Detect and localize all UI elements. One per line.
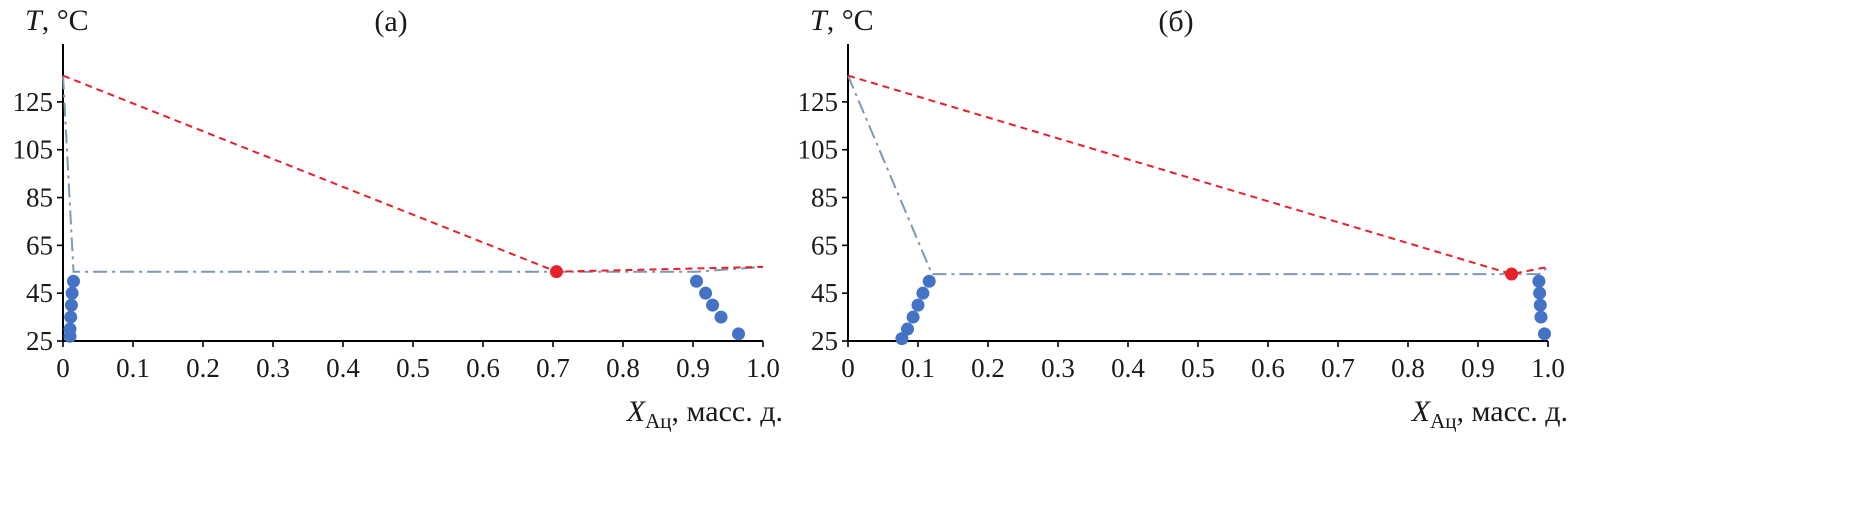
panel-a-x-tick-label: 0.4 bbox=[326, 353, 360, 383]
panel-a-data-point-left bbox=[64, 298, 78, 312]
panel-a-x-axis-subscript: Ац bbox=[645, 409, 671, 433]
panel-b-data-point-right bbox=[1532, 274, 1546, 288]
panel-a-y-axis-unit: , °C bbox=[42, 4, 89, 37]
panel-b: 25 45 65 85 105 125 0 0.1 0.2 0.3 0.4 0.5 0.6 0.7 0.8 0… bbox=[798, 4, 1569, 433]
panel-b-y-axis-title: T, °C bbox=[810, 4, 874, 37]
panel-a-panel-label: (а) bbox=[374, 5, 407, 38]
panel-a-x-tick-label: 0.5 bbox=[396, 353, 430, 383]
panel-a-data-point-left bbox=[67, 274, 80, 288]
panel-a-x-tick-label: 0.9 bbox=[676, 353, 710, 383]
panel-b-x-axis-title: XАц, масс. д. bbox=[1411, 395, 1568, 433]
panel-b-data-point-left bbox=[895, 332, 909, 346]
panel-a-y-tick-label: 45 bbox=[26, 278, 53, 308]
panel-b-data-point-left bbox=[901, 322, 914, 336]
panel-b-panel-label: (б) bbox=[1158, 5, 1193, 38]
panel-a-data-point-left bbox=[63, 322, 77, 336]
panel-b-data-point-left bbox=[911, 298, 925, 312]
panel-b-x-tick-label: 1.0 bbox=[1531, 353, 1565, 383]
panel-b-y-tick-label: 25 bbox=[811, 326, 838, 356]
panel-a-x-tick-label: 0.3 bbox=[256, 353, 290, 383]
panel-a-y-tick-label: 125 bbox=[13, 87, 54, 117]
panel-a-dashdot-line bbox=[62, 75, 764, 273]
panel-a-x-tick-label: 0 bbox=[56, 353, 70, 383]
panel-a-y-tick-label: 105 bbox=[13, 135, 54, 165]
panel-b-y-tick-label: 105 bbox=[798, 135, 839, 165]
panel-a: 25 45 65 85 105 125 0 0.1 0.2 0.3 0.4 0.5 0.6 0.7 0.8 0… bbox=[13, 4, 784, 433]
panel-b-data-point-right bbox=[1533, 286, 1547, 300]
panel-a-y-axis-symbol: T bbox=[25, 4, 44, 37]
panel-a-x-tick-label: 0.1 bbox=[116, 353, 150, 383]
panel-b-y-tick-label: 65 bbox=[811, 230, 838, 260]
panel-b-y-axis-unit: , °C bbox=[827, 4, 874, 37]
panel-b-y-tick-label: 85 bbox=[811, 183, 838, 213]
panel-a-x-tick-label: 0.6 bbox=[466, 353, 500, 383]
panel-a-x-tick-label: 1.0 bbox=[746, 353, 780, 383]
panel-b-x-tick-label: 0.1 bbox=[901, 353, 935, 383]
panel-b-dashed-line bbox=[847, 74, 1549, 276]
panel-a-x-tick-label: 0.2 bbox=[186, 353, 220, 383]
panel-a-eutectic-point bbox=[550, 265, 563, 279]
panel-b-x-axis-unit: , масс. д. bbox=[1457, 395, 1569, 428]
panel-b-data-point-left bbox=[906, 310, 920, 324]
panel-b-y-axis-symbol: T bbox=[810, 4, 829, 37]
panel-a-data-point-right bbox=[732, 327, 745, 341]
panel-b-data-point-left bbox=[922, 274, 936, 288]
panel-a-x-tick-label: 0.7 bbox=[536, 353, 570, 383]
panel-b-eutectic-point bbox=[1505, 267, 1519, 281]
panel-a-y-tick-label: 25 bbox=[26, 326, 53, 356]
panel-a-x-axis-title: XАц, масс. д. bbox=[626, 395, 783, 433]
panel-b-dashdot-line bbox=[847, 75, 1549, 276]
panel-a-y-axis-title: T, °C bbox=[25, 4, 89, 37]
panel-b-x-tick-label: 0.2 bbox=[971, 353, 1005, 383]
panel-b-x-tick-label: 0.4 bbox=[1111, 353, 1145, 383]
panel-a-data-point-right bbox=[714, 310, 728, 324]
panel-a-data-point-left bbox=[65, 286, 79, 300]
panel-b-y-tick-label: 45 bbox=[811, 278, 838, 308]
panel-b-x-tick-label: 0.5 bbox=[1181, 353, 1215, 383]
panel-a-x-tick-label: 0.8 bbox=[606, 353, 640, 383]
panel-b-x-tick-label: 0.7 bbox=[1321, 353, 1355, 383]
panel-a-data-point-left bbox=[64, 310, 78, 324]
panel-b-data-point-right bbox=[1533, 298, 1547, 312]
panel-a-x-axis-symbol: X bbox=[626, 395, 647, 428]
panel-b-data-point-right bbox=[1534, 310, 1548, 324]
panel-b-y-tick-label: 125 bbox=[798, 87, 839, 117]
panel-a-data-point-right bbox=[699, 286, 713, 300]
panel-b-x-tick-label: 0.3 bbox=[1041, 353, 1075, 383]
panel-a-data-point-right bbox=[706, 298, 720, 312]
panel-a-x-axis-unit: , масс. д. bbox=[672, 395, 784, 428]
panel-a-dashed-line bbox=[62, 74, 764, 273]
panel-b-x-axis-subscript: Ац bbox=[1430, 409, 1456, 433]
panel-b-x-tick-label: 0.6 bbox=[1251, 353, 1285, 383]
panel-b-x-tick-label: 0.9 bbox=[1461, 353, 1495, 383]
panel-a-y-tick-label: 65 bbox=[26, 230, 53, 260]
panel-a-y-tick-label: 85 bbox=[26, 183, 53, 213]
panel-b-data-point-left bbox=[916, 286, 930, 300]
panel-a-data-point-right bbox=[690, 274, 703, 288]
panel-b-x-tick-label: 0.8 bbox=[1391, 353, 1425, 383]
panel-b-x-tick-label: 0 bbox=[841, 353, 855, 383]
panel-b-x-axis-symbol: X bbox=[1411, 395, 1432, 428]
panel-b-data-point-right bbox=[1538, 327, 1551, 341]
